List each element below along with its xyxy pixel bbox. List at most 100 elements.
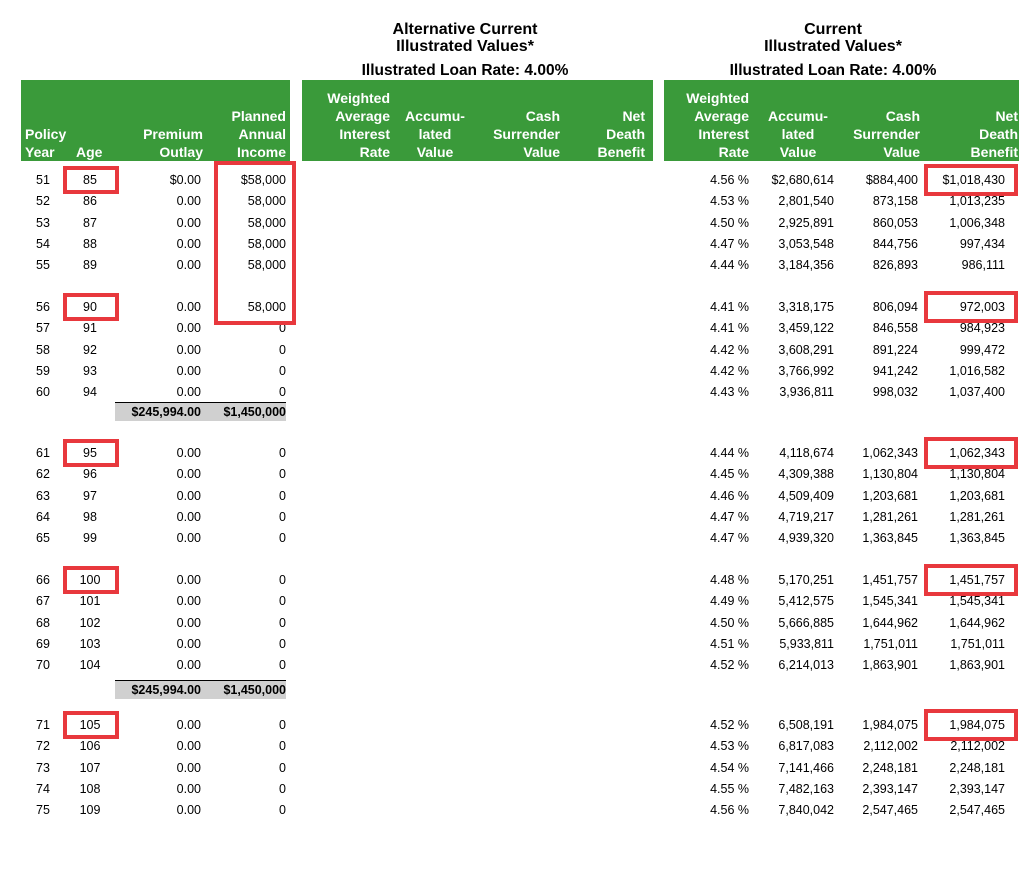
- cell-premium-outlay: 0.00: [176, 531, 201, 546]
- cell-age: 99: [83, 531, 97, 546]
- header-current-cash-surrender-value: Cash Surrender Value: [853, 108, 920, 160]
- cell-planned-income: 58,000: [247, 215, 286, 230]
- cell-cash-surrender: 826,893: [872, 258, 918, 273]
- cell-cash-surrender: 1,062,343: [862, 446, 918, 460]
- cell-planned-income: $58,000: [240, 173, 286, 187]
- subtotal-bar: [115, 680, 286, 699]
- cell-policy-year: 56: [36, 300, 50, 314]
- cell-interest-rate: 4.47 %: [710, 237, 749, 252]
- cell-premium-outlay: 0.00: [176, 782, 201, 797]
- cell-premium-outlay: 0.00: [176, 510, 201, 525]
- cell-premium-outlay: 0.00: [176, 488, 201, 503]
- cell-net-death-benefit: 2,248,181: [949, 760, 1005, 775]
- cell-cash-surrender: 1,130,804: [862, 467, 918, 482]
- cell-interest-rate: 4.52 %: [710, 658, 749, 673]
- cell-premium-outlay: 0.00: [176, 615, 201, 630]
- header-premium-outlay: Premium Outlay: [143, 126, 203, 160]
- cell-net-death-benefit: 1,363,845: [949, 531, 1005, 546]
- subtotal-bar: [115, 402, 286, 421]
- header-alt-accumulated-value: Accumu- lated Value: [405, 108, 465, 160]
- cell-net-death-benefit: 1,863,901: [949, 658, 1005, 673]
- cell-accumulated-value: 3,459,122: [778, 321, 834, 336]
- cell-cash-surrender: $884,400: [865, 173, 918, 187]
- cell-net-death-benefit: $1,018,430: [942, 173, 1005, 187]
- age-highlight-box: [63, 166, 119, 194]
- cell-accumulated-value: 5,666,885: [778, 615, 834, 630]
- cell-interest-rate: 4.44 %: [710, 446, 749, 460]
- cell-age: 106: [79, 739, 101, 754]
- alt-loan-rate: Illustrated Loan Rate: 4.00%: [361, 62, 569, 79]
- current-header-bar: Weighted Average Interest Rate Accumu- l…: [664, 80, 1019, 161]
- header-planned-income: Planned Annual Income: [231, 108, 286, 160]
- cell-policy-year: 68: [36, 615, 50, 630]
- header-alt-net-death-benefit: Net Death Benefit: [597, 108, 645, 160]
- age-highlight-box: [63, 711, 119, 739]
- net-death-benefit-highlight-box: [924, 164, 1018, 196]
- cell-cash-surrender: 1,863,901: [862, 658, 918, 673]
- cell-age: 109: [79, 803, 101, 818]
- cell-premium-outlay: 0.00: [176, 658, 201, 673]
- cell-policy-year: 71: [36, 718, 50, 732]
- cell-net-death-benefit: 2,393,147: [949, 782, 1005, 797]
- cell-premium-outlay: $0.00: [169, 173, 201, 187]
- cell-cash-surrender: 1,281,261: [862, 510, 918, 525]
- cell-accumulated-value: 2,801,540: [778, 194, 834, 209]
- cell-premium-outlay: 0.00: [176, 760, 201, 775]
- cell-age: 90: [83, 300, 97, 314]
- current-group-title-line2: Illustrated Values*: [764, 38, 902, 55]
- cell-age: 95: [83, 446, 97, 460]
- cell-planned-income: 0: [279, 594, 286, 609]
- cell-policy-year: 61: [36, 446, 50, 460]
- cell-planned-income: 58,000: [247, 300, 286, 314]
- cell-age: 104: [79, 658, 101, 673]
- cell-cash-surrender: 846,558: [872, 321, 918, 336]
- cell-premium-outlay: 0.00: [176, 300, 201, 314]
- cell-cash-surrender: 1,984,075: [862, 718, 918, 732]
- cell-cash-surrender: 860,053: [872, 215, 918, 230]
- header-alt-cash-surrender-value: Cash Surrender Value: [493, 108, 560, 160]
- cell-accumulated-value: 4,509,409: [778, 488, 834, 503]
- cell-net-death-benefit: 2,112,002: [950, 739, 1005, 754]
- cell-interest-rate: 4.47 %: [710, 531, 749, 546]
- cell-planned-income: 0: [279, 803, 286, 818]
- cell-cash-surrender: 1,751,011: [863, 637, 918, 652]
- cell-net-death-benefit: 1,545,341: [949, 594, 1005, 609]
- age-highlight-box: [63, 293, 119, 321]
- cell-net-death-benefit: 1,203,681: [949, 488, 1005, 503]
- cell-net-death-benefit: 1,016,582: [949, 364, 1005, 379]
- cell-premium-outlay: 0.00: [176, 258, 201, 273]
- cell-accumulated-value: 3,936,811: [779, 385, 834, 400]
- net-death-benefit-highlight-box: [924, 291, 1018, 323]
- cell-accumulated-value: 6,214,013: [778, 658, 834, 673]
- cell-policy-year: 73: [36, 760, 50, 775]
- cell-accumulated-value: 3,184,356: [778, 258, 834, 273]
- subtotal-planned-income: $1,450,000: [223, 405, 286, 419]
- cell-policy-year: 54: [36, 237, 50, 252]
- cell-policy-year: 72: [36, 739, 50, 754]
- header-current-net-death-benefit: Net Death Benefit: [970, 108, 1018, 160]
- header-age: Age: [76, 144, 103, 160]
- cell-planned-income: 58,000: [247, 237, 286, 252]
- cell-net-death-benefit: 1,451,757: [949, 573, 1005, 587]
- cell-cash-surrender: 806,094: [872, 300, 918, 314]
- cell-age: 107: [79, 760, 101, 775]
- cell-accumulated-value: $2,680,614: [771, 173, 834, 187]
- cell-cash-surrender: 1,203,681: [862, 488, 918, 503]
- cell-policy-year: 51: [36, 173, 50, 187]
- cell-policy-year: 67: [36, 594, 50, 609]
- cell-interest-rate: 4.50 %: [710, 615, 749, 630]
- cell-premium-outlay: 0.00: [176, 321, 201, 336]
- cell-interest-rate: 4.41 %: [710, 321, 749, 336]
- net-death-benefit-highlight-box: [924, 437, 1018, 469]
- cell-planned-income: 0: [279, 615, 286, 630]
- cell-age: 91: [83, 321, 97, 336]
- cell-interest-rate: 4.41 %: [710, 300, 749, 314]
- cell-accumulated-value: 4,939,320: [778, 531, 834, 546]
- cell-interest-rate: 4.46 %: [710, 488, 749, 503]
- cell-interest-rate: 4.43 %: [710, 385, 749, 400]
- cell-premium-outlay: 0.00: [176, 237, 201, 252]
- alt-group-title-line2: Illustrated Values*: [396, 38, 534, 55]
- left-header-bar: Policy Year Age Premium Outlay Planned A…: [21, 80, 290, 161]
- cell-age: 102: [79, 615, 101, 630]
- cell-age: 87: [83, 215, 97, 230]
